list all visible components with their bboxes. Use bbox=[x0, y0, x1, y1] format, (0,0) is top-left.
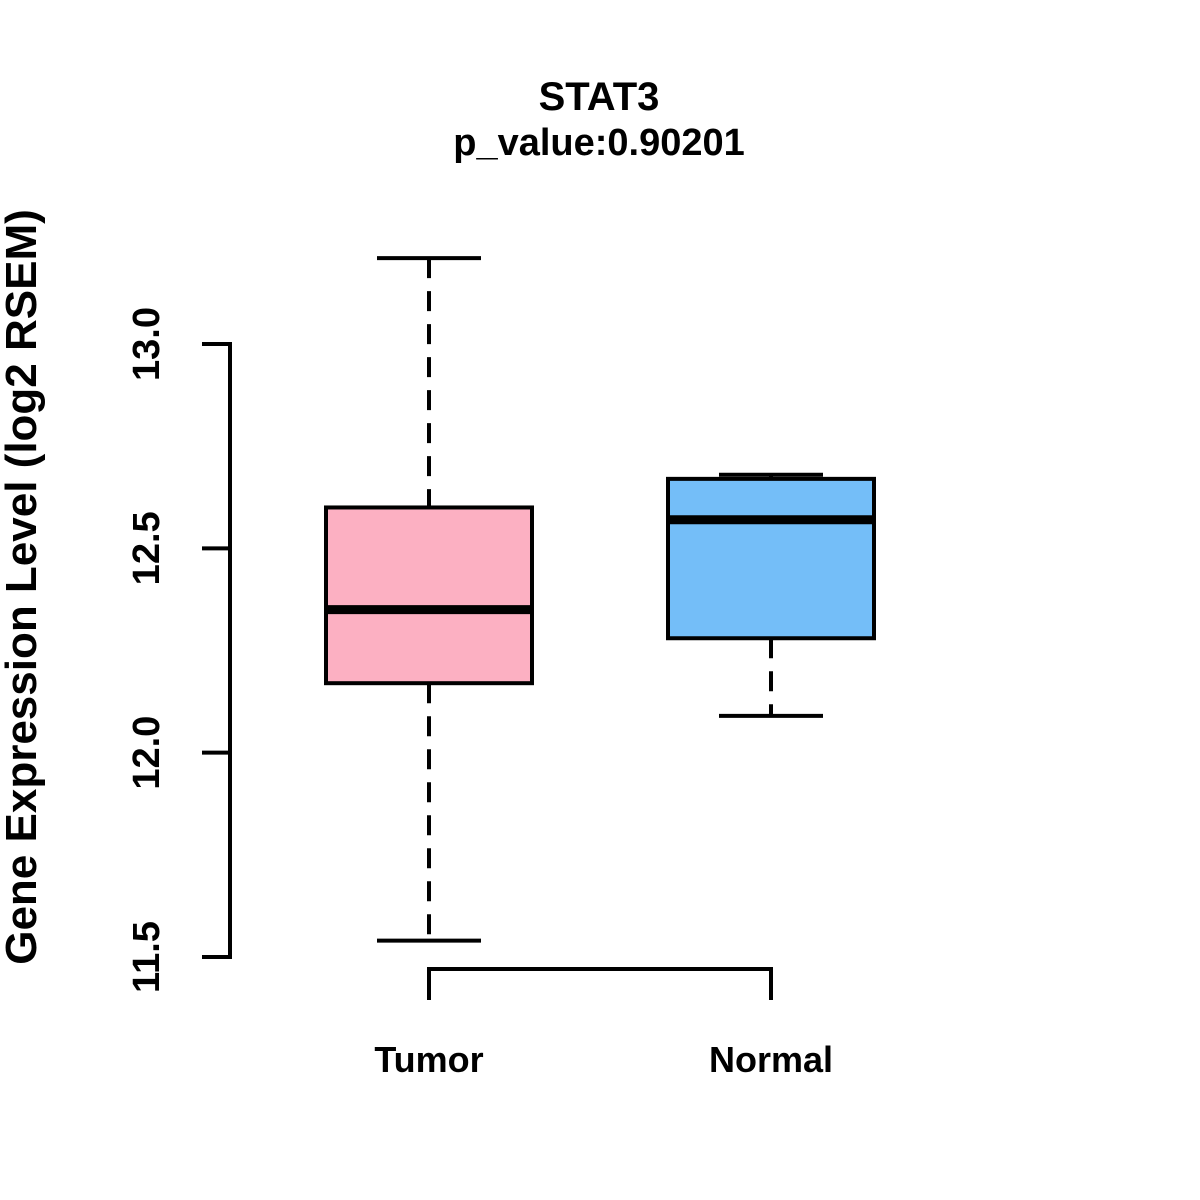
x-label-normal: Normal bbox=[709, 1039, 833, 1080]
x-label-tumor: Tumor bbox=[374, 1039, 483, 1080]
y-tick-label: 11.5 bbox=[126, 921, 168, 993]
y-axis-label: Gene Expression Level (log2 RSEM) bbox=[0, 209, 46, 965]
axis-tick-labels: 11.5 12.0 12.5 13.0 Tumor Normal bbox=[126, 307, 833, 1080]
normal-boxplot bbox=[666, 472, 876, 718]
chart-subtitle: p_value:0.90201 bbox=[453, 122, 745, 164]
y-tick-label: 12.5 bbox=[126, 511, 168, 585]
boxplots bbox=[324, 256, 876, 943]
axes bbox=[202, 342, 773, 1000]
y-tick-label: 13.0 bbox=[126, 307, 168, 381]
tumor-boxplot bbox=[324, 256, 534, 943]
y-tick-label: 12.0 bbox=[126, 716, 168, 790]
tumor-box bbox=[324, 505, 534, 686]
chart-title: STAT3 bbox=[539, 75, 660, 119]
normal-box bbox=[666, 476, 876, 641]
